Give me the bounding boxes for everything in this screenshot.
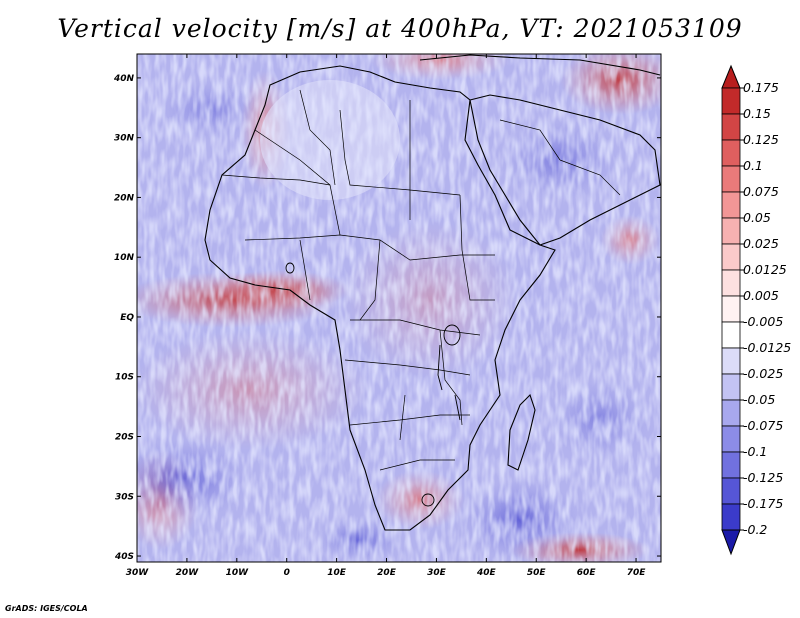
colorbar-segment	[721, 373, 741, 401]
lat-tick-label: 10S	[115, 373, 134, 383]
lat-tick-label: 30N	[114, 134, 135, 144]
colorbar-segment	[721, 165, 741, 193]
colorbar-label: 0.025	[743, 236, 779, 251]
lon-tick-label: 60E	[577, 568, 597, 578]
longitude-axis: 30W 20W 10W 0 10E 20E 30E 40E 50E 60E 70E	[126, 54, 646, 578]
lon-tick-label: 20W	[176, 568, 200, 578]
colorbar-label: -0.05	[743, 392, 775, 407]
lon-tick-label: 30E	[427, 568, 447, 578]
lat-tick-label: EQ	[120, 313, 134, 323]
colorbar-segment	[721, 321, 741, 349]
plot-frame	[136, 53, 662, 563]
lon-tick-label: 0	[284, 568, 290, 578]
lake-outlines	[285, 262, 461, 507]
colorbar-segment	[721, 399, 741, 427]
lon-tick-label: 30W	[126, 568, 150, 578]
colorbar-legend: 0.175 0.15 0.125 0.1 0.075 0.05 0.025 0.0125 0.0…	[721, 64, 791, 556]
colorbar-segment	[721, 243, 741, 271]
colorbar-segment	[721, 295, 741, 323]
lat-tick-label: 10N	[114, 253, 135, 263]
colorbar-label: -0.175	[743, 496, 783, 511]
colorbar-segment	[721, 347, 741, 375]
lon-tick-label: 40E	[476, 568, 497, 578]
vertical-velocity-field	[137, 54, 661, 562]
colorbar-label: 0.05	[743, 210, 771, 225]
lat-tick-label: 20N	[114, 193, 135, 203]
colorbar-segment	[721, 217, 741, 245]
latitude-axis: 40N 30N 20N 10N EQ 10S 20S 30S 40S	[113, 74, 661, 562]
coastline-outline	[204, 54, 661, 531]
country-borders	[221, 89, 621, 471]
colorbar-label: 0.0125	[743, 262, 787, 277]
colorbar-label: 0.1	[743, 158, 763, 173]
colorbar-segment	[721, 269, 741, 297]
lat-tick-label: 20S	[115, 432, 134, 442]
chart-title: Vertical velocity [m/s] at 400hPa, VT: 2…	[57, 14, 743, 43]
colorbar-label: -0.005	[743, 314, 783, 329]
colorbar-label: 0.075	[743, 184, 779, 199]
colorbar-segment	[721, 425, 741, 453]
lon-tick-label: 70E	[627, 568, 647, 578]
colorbar-segment	[721, 503, 741, 531]
colorbar-top-arrow	[721, 64, 741, 89]
colorbar-label: -0.075	[743, 418, 783, 433]
colorbar-segment	[721, 87, 741, 115]
colorbar-segment	[721, 191, 741, 219]
colorbar-label: 0.125	[743, 132, 779, 147]
lat-tick-label: 40S	[114, 552, 134, 562]
lon-tick-label: 50E	[527, 568, 547, 578]
colorbar-label: -0.025	[743, 366, 783, 381]
colorbar-segment	[721, 451, 741, 479]
colorbar-segment	[721, 139, 741, 167]
colorbar-segment	[721, 477, 741, 505]
colorbar-label: -0.125	[743, 470, 783, 485]
colorbar-segment	[721, 113, 741, 141]
lat-tick-label: 30S	[115, 492, 134, 502]
colorbar-label: -0.0125	[743, 340, 791, 355]
lon-tick-label: 10W	[226, 568, 250, 578]
lat-tick-label: 40N	[113, 74, 135, 84]
colorbar-label: 0.005	[743, 288, 779, 303]
colorbar-label: -0.2	[743, 522, 767, 537]
colorbar-label: 0.175	[743, 80, 779, 95]
colorbar-bottom-arrow	[721, 529, 741, 556]
lon-tick-label: 20E	[377, 568, 397, 578]
colorbar-label: 0.15	[743, 106, 771, 121]
lon-tick-label: 10E	[327, 568, 347, 578]
colorbar-label: -0.1	[743, 444, 767, 459]
grads-credit: GrADS: IGES/COLA	[5, 604, 88, 613]
